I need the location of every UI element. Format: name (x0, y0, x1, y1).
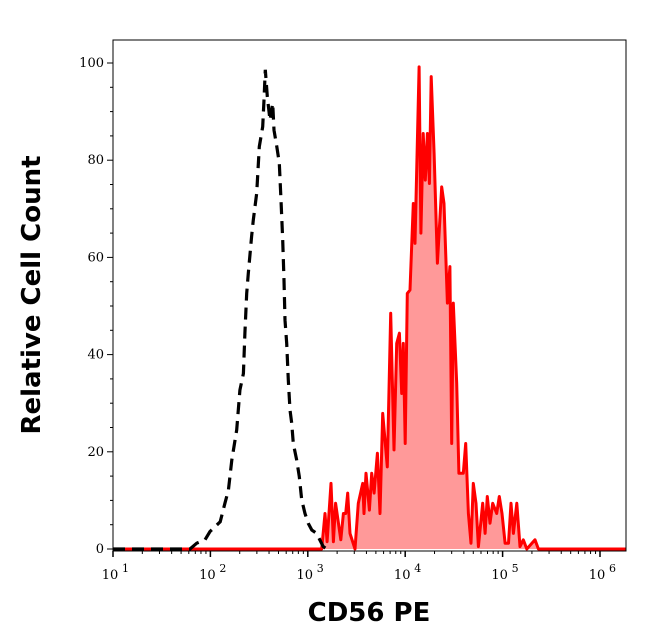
x-tick-exponent: 5 (512, 562, 519, 575)
x-tick-exponent: 6 (609, 562, 616, 575)
control-dashed-line (113, 69, 328, 551)
stained-area-fill (113, 66, 626, 549)
x-tick-label: 10 (297, 568, 314, 583)
x-tick-label: 10 (394, 568, 411, 583)
y-tick-label: 0 (96, 542, 104, 557)
x-tick-label: 10 (491, 568, 508, 583)
stained-line (113, 65, 626, 551)
y-tick-label: 40 (87, 348, 104, 363)
x-tick-exponent: 1 (122, 562, 129, 575)
y-axis-title: Relative Cell Count (17, 155, 47, 434)
x-tick-label: 10 (102, 568, 119, 583)
y-tick-label: 100 (79, 56, 104, 71)
x-tick-exponent: 3 (317, 562, 324, 575)
x-axis: 10 1 10 2 10 3 10 4 10 5 10 6 (102, 551, 616, 583)
y-tick-label: 60 (87, 250, 104, 265)
y-tick-label: 20 (87, 445, 104, 460)
y-tick-label: 80 (87, 153, 104, 168)
plot-frame (112, 39, 627, 552)
plot-area (113, 65, 626, 551)
x-tick-label: 10 (589, 568, 606, 583)
x-tick-exponent: 4 (414, 562, 421, 575)
x-axis-title: CD56 PE (308, 598, 431, 628)
x-tick-exponent: 2 (219, 562, 226, 575)
y-axis: 0 20 40 60 80 100 (79, 56, 113, 557)
x-tick-label: 10 (199, 568, 216, 583)
